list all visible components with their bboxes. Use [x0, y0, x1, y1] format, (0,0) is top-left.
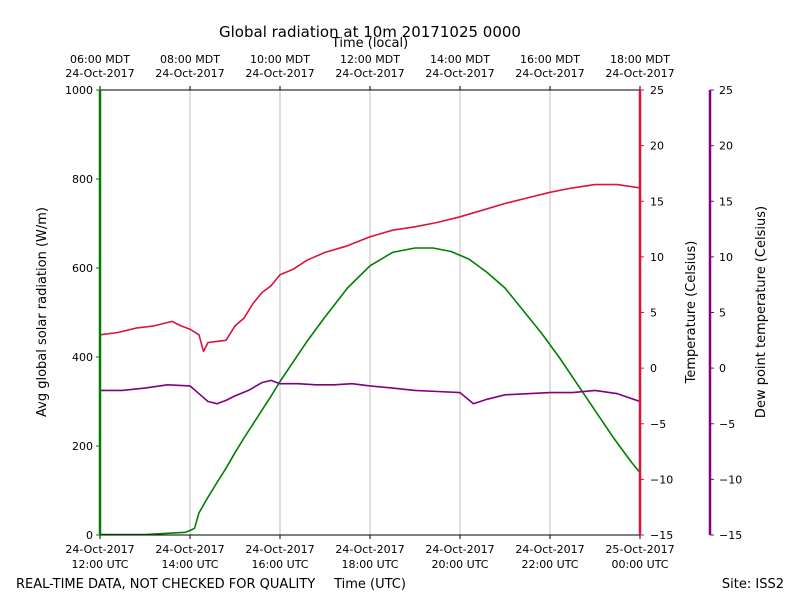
- left-tick-label: 0: [86, 529, 93, 542]
- x-tick-date: 24-Oct-2017: [335, 543, 404, 556]
- temperature-axis-label: Temperature (Celsius): [684, 241, 699, 385]
- series-temperature: [99, 183, 641, 353]
- x-tick-date: 25-Oct-2017: [605, 543, 674, 556]
- dewpoint-tick-label: 5: [719, 307, 726, 320]
- left-tick-label: 400: [72, 351, 93, 364]
- top-tick-date: 24-Oct-2017: [605, 67, 674, 80]
- dewpoint-tick-label: 20: [719, 140, 733, 153]
- top-tick-time: 14:00 MDT: [430, 53, 490, 66]
- temperature-tick-label: 10: [650, 251, 664, 264]
- chart-title: Global radiation at 10m 20171025 0000: [219, 23, 521, 41]
- x-tick-time: 12:00 UTC: [71, 558, 128, 571]
- x-tick-time: 22:00 UTC: [521, 558, 578, 571]
- top-tick-date: 24-Oct-2017: [245, 67, 314, 80]
- axes: 24-Oct-2017 12:00 UTC 24-Oct-2017 14:00 UTC…: [65, 53, 742, 571]
- site-label: Site: ISS2: [722, 577, 784, 592]
- dewpoint-tick-label: −5: [719, 418, 735, 431]
- x-tick-time: 18:00 UTC: [341, 558, 398, 571]
- top-axis-label: Time (local): [331, 36, 408, 51]
- top-tick-date: 24-Oct-2017: [335, 67, 404, 80]
- top-tick-date: 24-Oct-2017: [425, 67, 494, 80]
- top-tick-time: 16:00 MDT: [520, 53, 580, 66]
- top-tick-time: 08:00 MDT: [160, 53, 220, 66]
- top-tick-time: 12:00 MDT: [340, 53, 400, 66]
- top-tick-date: 24-Oct-2017: [155, 67, 224, 80]
- x-axis-label: Time (UTC): [333, 577, 406, 592]
- dewpoint-tick-label: 25: [719, 84, 733, 97]
- x-tick-date: 24-Oct-2017: [155, 543, 224, 556]
- top-tick-time: 06:00 MDT: [70, 53, 130, 66]
- x-tick-date: 24-Oct-2017: [245, 543, 314, 556]
- temperature-tick-label: 20: [650, 140, 664, 153]
- temperature-tick-label: −15: [650, 529, 673, 542]
- quality-disclaimer: REAL-TIME DATA, NOT CHECKED FOR QUALITY: [16, 577, 315, 592]
- left-tick-label: 1000: [65, 84, 93, 97]
- temperature-tick-label: −10: [650, 473, 673, 486]
- data-series: [99, 183, 641, 536]
- x-tick-date: 24-Oct-2017: [515, 543, 584, 556]
- left-tick-label: 600: [72, 262, 93, 275]
- x-tick-time: 14:00 UTC: [161, 558, 218, 571]
- dewpoint-tick-label: 10: [719, 251, 733, 264]
- series-dew-point-temperature: [100, 379, 641, 405]
- temperature-tick-label: 5: [650, 307, 657, 320]
- x-tick-date: 24-Oct-2017: [65, 543, 134, 556]
- temperature-tick-label: −5: [650, 418, 666, 431]
- x-tick-time: 16:00 UTC: [251, 558, 308, 571]
- temperature-tick-label: 0: [650, 362, 657, 375]
- temperature-tick-label: 25: [650, 84, 664, 97]
- x-tick-time: 00:00 UTC: [611, 558, 668, 571]
- top-tick-time: 18:00 MDT: [610, 53, 670, 66]
- left-tick-label: 800: [72, 173, 93, 186]
- dewpoint-axis-label: Dew point temperature (Celsius): [754, 206, 769, 418]
- x-tick-date: 24-Oct-2017: [425, 543, 494, 556]
- series-avg-global-solar-radiation: [100, 247, 641, 536]
- dewpoint-tick-label: 0: [719, 362, 726, 375]
- top-tick-date: 24-Oct-2017: [515, 67, 584, 80]
- left-tick-label: 200: [72, 440, 93, 453]
- x-tick-time: 20:00 UTC: [431, 558, 488, 571]
- left-axis-label: Avg global solar radiation (W/m): [35, 207, 50, 417]
- top-tick-time: 10:00 MDT: [250, 53, 310, 66]
- vertical-gridlines: [189, 90, 551, 535]
- dewpoint-tick-label: −15: [719, 529, 742, 542]
- temperature-tick-label: 15: [650, 195, 664, 208]
- dewpoint-tick-label: −10: [719, 473, 742, 486]
- dewpoint-tick-label: 15: [719, 195, 733, 208]
- top-tick-date: 24-Oct-2017: [65, 67, 134, 80]
